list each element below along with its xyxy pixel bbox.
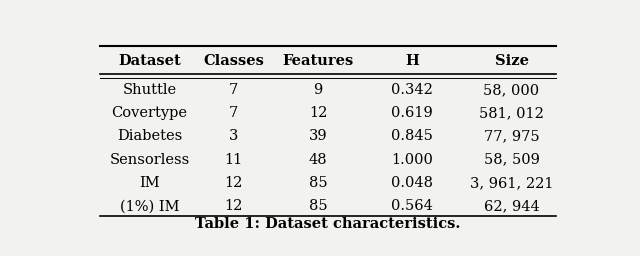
Text: Sensorless: Sensorless (109, 153, 189, 167)
Text: 11: 11 (225, 153, 243, 167)
Text: 12: 12 (225, 176, 243, 190)
Text: 12: 12 (225, 199, 243, 213)
Text: 0.845: 0.845 (392, 129, 433, 143)
Text: IM: IM (139, 176, 160, 190)
Text: 62, 944: 62, 944 (484, 199, 540, 213)
Text: 77, 975: 77, 975 (484, 129, 540, 143)
Text: Shuttle: Shuttle (122, 83, 177, 97)
Text: 3: 3 (229, 129, 239, 143)
Text: 0.564: 0.564 (392, 199, 433, 213)
Text: Covertype: Covertype (111, 106, 188, 120)
Text: Diabetes: Diabetes (117, 129, 182, 143)
Text: Table 1: Dataset characteristics.: Table 1: Dataset characteristics. (195, 217, 461, 230)
Text: Dataset: Dataset (118, 54, 181, 68)
Text: 7: 7 (229, 83, 238, 97)
Text: 1.000: 1.000 (392, 153, 433, 167)
Text: 85: 85 (308, 176, 328, 190)
Text: 85: 85 (308, 199, 328, 213)
Text: H: H (406, 54, 419, 68)
Text: 12: 12 (309, 106, 327, 120)
Text: 58, 509: 58, 509 (484, 153, 540, 167)
Text: (1%) IM: (1%) IM (120, 199, 179, 213)
Text: Size: Size (495, 54, 529, 68)
Text: 58, 000: 58, 000 (483, 83, 540, 97)
Text: 0.342: 0.342 (392, 83, 433, 97)
Text: 48: 48 (308, 153, 328, 167)
Text: 581, 012: 581, 012 (479, 106, 544, 120)
Text: 39: 39 (308, 129, 328, 143)
Text: 0.048: 0.048 (391, 176, 433, 190)
Text: 0.619: 0.619 (392, 106, 433, 120)
Text: 7: 7 (229, 106, 238, 120)
Text: Classes: Classes (204, 54, 264, 68)
Text: 3, 961, 221: 3, 961, 221 (470, 176, 553, 190)
Text: Features: Features (282, 54, 354, 68)
Text: 9: 9 (314, 83, 323, 97)
